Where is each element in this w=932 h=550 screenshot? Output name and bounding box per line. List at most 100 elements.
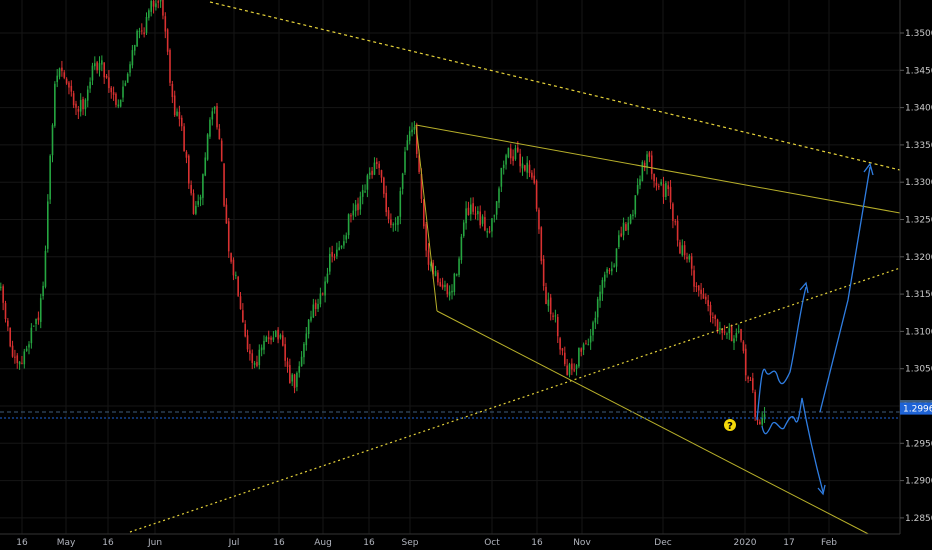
- candle-body: [714, 315, 716, 319]
- candle-down: [112, 86, 115, 101]
- candle-body: [0, 286, 2, 288]
- candle-down: [256, 355, 258, 368]
- candle-down: [105, 74, 108, 79]
- candle-down: [70, 80, 73, 97]
- candle-up: [603, 271, 606, 288]
- candle-body: [65, 78, 68, 84]
- candle-up: [615, 248, 618, 273]
- annotation[interactable]: ?: [724, 419, 736, 432]
- time-axis[interactable]: 16 May 16 Jun Jul 16 Aug 16 Sep Oct 16 Nov Dec 2020 17…: [0, 533, 932, 550]
- candle-body: [136, 30, 138, 47]
- candle-up: [462, 219, 465, 238]
- candle-up: [155, 0, 157, 11]
- candle-down: [350, 213, 352, 223]
- candle-down: [2, 284, 4, 311]
- candle-body: [568, 364, 571, 375]
- candle-body: [42, 285, 44, 297]
- candle-body: [25, 348, 28, 351]
- candle-down: [190, 180, 192, 196]
- candle-up: [411, 122, 413, 137]
- candle-up: [359, 191, 362, 215]
- candle-down: [237, 275, 239, 297]
- candle-up: [507, 147, 510, 159]
- candle-down: [289, 358, 291, 384]
- candle-body: [84, 99, 87, 110]
- candle-down: [7, 318, 9, 332]
- price-axis[interactable]: 1.35000 1.34500 1.34000 1.33500 1.33000 1.325…: [899, 0, 932, 550]
- candle-body: [702, 293, 705, 299]
- candle-body: [352, 210, 355, 216]
- price-tick-label: 1.33000: [905, 178, 932, 188]
- candle-body: [178, 111, 181, 120]
- candle-body: [274, 330, 277, 337]
- candle-down: [690, 253, 693, 276]
- candle-body: [719, 328, 721, 330]
- candle-body: [61, 67, 63, 72]
- candle-body: [211, 111, 214, 120]
- candle-body: [460, 236, 463, 260]
- candle-body: [18, 361, 21, 365]
- candle-down: [702, 287, 705, 299]
- candle-body: [380, 170, 383, 178]
- candle-down: [488, 226, 491, 234]
- candle-body: [303, 343, 305, 358]
- candle-body: [495, 201, 498, 215]
- candle-up: [526, 156, 528, 180]
- candle-down: [759, 419, 761, 425]
- candle-up: [79, 93, 82, 117]
- candle-body: [265, 337, 268, 342]
- candle-down: [357, 197, 359, 216]
- candle-body: [667, 185, 669, 189]
- candle-up: [413, 120, 416, 135]
- candle-body: [124, 83, 127, 86]
- candle-down: [474, 206, 477, 220]
- candle-body: [361, 190, 364, 197]
- candle-body: [561, 348, 564, 351]
- question-icon[interactable]: [724, 419, 736, 431]
- candle-up: [312, 298, 315, 319]
- candle-body: [251, 353, 254, 364]
- candle-body: [486, 231, 489, 233]
- candle-up: [253, 361, 256, 369]
- candle-body: [279, 335, 282, 338]
- candle-up: [303, 341, 305, 365]
- candle-down: [723, 325, 726, 336]
- candle-body: [148, 10, 150, 18]
- candle-up: [42, 281, 44, 300]
- price-tick-label: 1.29000: [905, 477, 932, 487]
- candle-body: [319, 293, 322, 305]
- candle-body: [364, 191, 366, 193]
- candle-down: [180, 115, 183, 131]
- candle-up: [397, 215, 399, 232]
- candle-down: [376, 157, 378, 170]
- candle-body: [338, 247, 340, 251]
- candle-up: [209, 117, 211, 139]
- candle-up: [613, 263, 615, 268]
- candle-body: [340, 245, 343, 248]
- candle-body: [397, 216, 399, 225]
- candle-down: [178, 105, 181, 127]
- candle-down: [314, 299, 317, 317]
- candle-body: [451, 290, 453, 293]
- candle-body: [286, 361, 289, 368]
- candle-body: [277, 329, 279, 340]
- candle-down: [549, 293, 552, 321]
- candle-body: [390, 219, 392, 226]
- candle-down: [108, 69, 110, 93]
- candle-body: [209, 119, 211, 137]
- candle-up: [521, 156, 524, 176]
- candle-up: [500, 167, 503, 193]
- candle-up: [30, 323, 33, 349]
- candle-body: [446, 284, 449, 295]
- candle-up: [51, 123, 54, 163]
- candle-down: [542, 255, 545, 291]
- time-tick-label: Feb: [821, 538, 837, 548]
- candle-body: [658, 186, 660, 188]
- candle-down: [157, 0, 160, 9]
- candle-body: [49, 155, 51, 200]
- candle-up: [317, 298, 319, 312]
- candle-up: [399, 187, 402, 225]
- candle-up: [279, 333, 282, 340]
- time-tick-label: Sep: [402, 538, 419, 548]
